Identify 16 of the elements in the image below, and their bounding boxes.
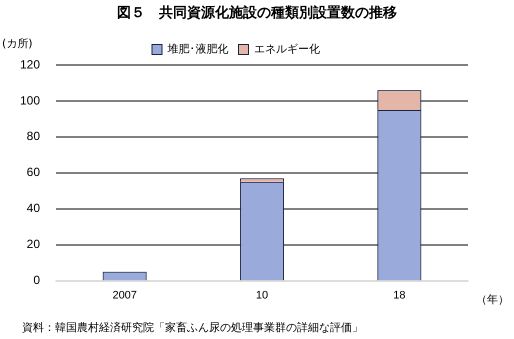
x-tick-label: 2007 bbox=[112, 289, 137, 302]
chart-title: 図５ 共同資源化施設の種類別設置数の推移 bbox=[116, 4, 398, 22]
x-axis-title: （年） bbox=[476, 292, 509, 307]
x-tick-label: 18 bbox=[393, 289, 406, 302]
y-tick-label: 20 bbox=[26, 237, 40, 252]
y-tick-label: 40 bbox=[26, 201, 40, 216]
x-tick-label: 10 bbox=[256, 289, 268, 302]
y-axis-title: (カ所) bbox=[2, 36, 33, 51]
y-tick-label: 0 bbox=[33, 273, 40, 288]
y-tick-label: 100 bbox=[20, 93, 40, 108]
legend-label: エネルギー化 bbox=[254, 44, 320, 56]
y-tick-label: 60 bbox=[26, 165, 40, 180]
y-tick-label: 120 bbox=[20, 57, 40, 72]
text: 資料：韓国農村経済研究院「家畜ふん尿の処理事業群の詳細な評価」 bbox=[22, 320, 363, 335]
y-tick-label: 80 bbox=[26, 129, 40, 144]
legend-label: 堆肥･液肥化 bbox=[166, 42, 228, 56]
